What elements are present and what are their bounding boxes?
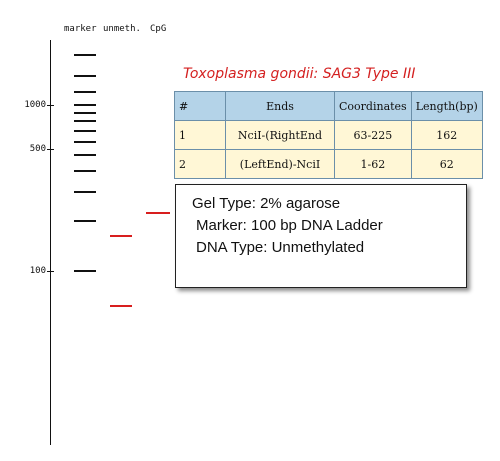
marker-band bbox=[74, 129, 96, 132]
size-axis bbox=[50, 40, 51, 445]
lane-label-cpg: CpG bbox=[150, 24, 167, 34]
header-coordinates: Coordinates bbox=[334, 91, 412, 121]
cell-number: 1 bbox=[174, 120, 226, 150]
cell-coordinates: 63-225 bbox=[334, 120, 412, 150]
table-row: 1 NciI-(RightEnd 63-225 162 bbox=[174, 120, 483, 150]
marker-band bbox=[74, 154, 96, 156]
dna-type-text: DNA Type: Unmethylated bbox=[196, 239, 365, 256]
marker-band bbox=[74, 111, 96, 114]
gel-type-text: Gel Type: 2% agarose bbox=[192, 195, 341, 212]
header-length: Length(bp) bbox=[410, 91, 483, 121]
lane-label-unmethylated: unmeth. bbox=[103, 24, 141, 34]
table-row: 2 (LeftEnd)-NciI 1-62 62 bbox=[174, 149, 483, 179]
marker-band bbox=[74, 190, 96, 193]
axis-tick-500 bbox=[47, 149, 54, 150]
cell-ends: NciI-(RightEnd bbox=[225, 120, 335, 150]
table-header-row: # Ends Coordinates Length(bp) bbox=[174, 91, 483, 121]
header-ends: Ends bbox=[225, 91, 335, 121]
gel-info-box: Gel Type: 2% agarose Marker: 100 bp DNA … bbox=[175, 184, 467, 288]
marker-band bbox=[74, 90, 96, 93]
axis-label-500: 500 bbox=[29, 144, 46, 154]
cell-coordinates: 1-62 bbox=[334, 149, 412, 179]
marker-band bbox=[74, 140, 96, 143]
header-number: # bbox=[174, 91, 226, 121]
marker-band bbox=[74, 104, 96, 106]
marker-text: Marker: 100 bp DNA Ladder bbox=[196, 217, 383, 234]
cell-length: 62 bbox=[410, 149, 483, 179]
axis-label-100: 100 bbox=[29, 266, 46, 276]
axis-tick-100 bbox=[47, 271, 54, 272]
cpg-band bbox=[146, 211, 170, 214]
marker-band bbox=[74, 270, 96, 272]
gel-title: Toxoplasma gondii: SAG3 Type III bbox=[183, 66, 416, 82]
marker-band bbox=[74, 220, 96, 222]
marker-band bbox=[74, 74, 96, 77]
lane-label-marker: marker bbox=[64, 24, 97, 34]
unmethylated-band bbox=[110, 235, 132, 238]
cell-length: 162 bbox=[410, 120, 483, 150]
marker-band bbox=[74, 170, 96, 173]
axis-label-1000: 1000 bbox=[24, 100, 46, 110]
marker-band bbox=[74, 120, 96, 123]
fragment-table: # Ends Coordinates Length(bp) 1 NciI-(Ri… bbox=[174, 91, 483, 179]
cell-number: 2 bbox=[174, 149, 226, 179]
axis-tick-1000 bbox=[47, 105, 54, 106]
cell-ends: (LeftEnd)-NciI bbox=[225, 149, 335, 179]
unmethylated-band bbox=[110, 304, 132, 307]
marker-band bbox=[74, 54, 96, 56]
